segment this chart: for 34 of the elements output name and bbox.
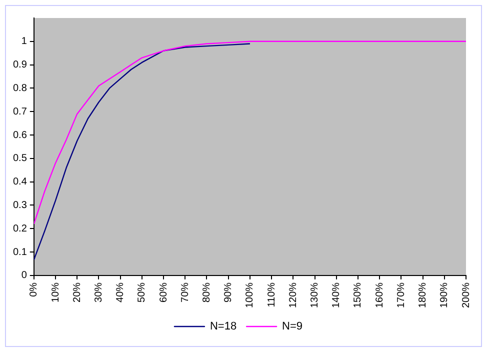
x-tick-label: 120%	[288, 282, 299, 308]
y-tick-label: 1	[21, 36, 28, 48]
x-tick-label: 200%	[460, 282, 472, 308]
y-tick-label: 0.2	[12, 223, 28, 234]
x-tick-label: 160%	[374, 282, 386, 308]
x-tick-label: 40%	[115, 282, 126, 302]
y-tick-label: 0.9	[12, 60, 28, 71]
x-tick-label: 0%	[28, 282, 40, 297]
x-tick-label: 150%	[352, 282, 364, 308]
y-tick-label: 0.4	[12, 176, 28, 188]
x-tick-label: 110%	[266, 282, 278, 308]
legend-label: N=9	[282, 320, 303, 333]
x-tick-label: 10%	[50, 282, 62, 302]
y-tick-label: 0.6	[12, 130, 28, 141]
x-tick-label: 60%	[158, 282, 170, 302]
y-tick-label: 0.8	[12, 82, 28, 94]
y-tick-label: 0.5	[12, 153, 28, 164]
y-tick-label: 0.1	[12, 246, 28, 258]
x-tick-label: 20%	[72, 282, 83, 302]
x-tick-label: 100%	[244, 282, 256, 308]
x-tick-label: 140%	[331, 282, 342, 308]
legend-label: N=18	[210, 320, 237, 333]
x-tick-label: 90%	[223, 282, 234, 302]
x-tick-label: 170%	[396, 282, 407, 308]
x-tick-label: 30%	[93, 282, 104, 302]
x-tick-label: 130%	[310, 282, 321, 308]
x-tick-label: 190%	[439, 282, 450, 308]
x-tick-label: 80%	[201, 282, 212, 302]
y-tick-label: 0.3	[12, 200, 28, 211]
x-tick-label: 180%	[418, 282, 429, 308]
x-tick-label: 70%	[180, 282, 191, 302]
y-tick-label: 0	[21, 270, 28, 282]
y-tick-label: 0.7	[12, 106, 28, 118]
x-tick-label: 50%	[136, 282, 148, 302]
